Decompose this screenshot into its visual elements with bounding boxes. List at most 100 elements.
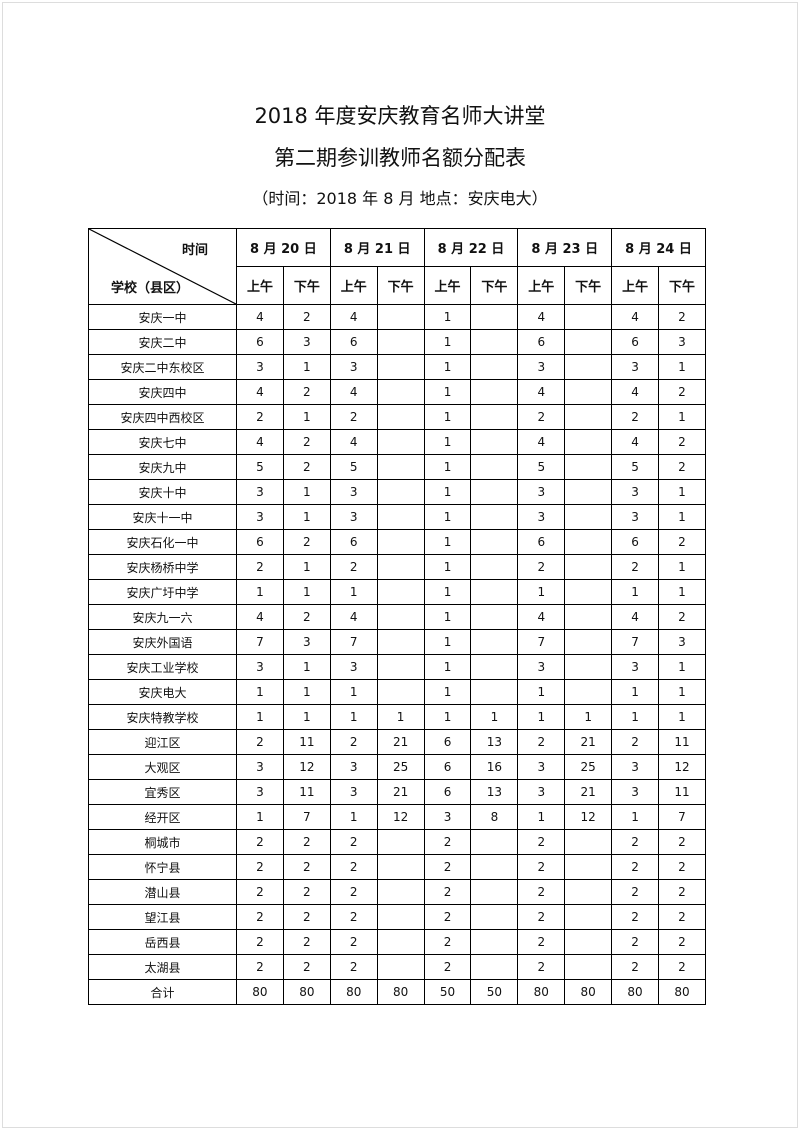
quota-cell: 6 [517,529,566,555]
quota-cell: 1 [658,404,706,430]
quota-cell: 1 [658,679,706,705]
quota-cell [564,829,613,855]
school-name: 安庆四中 [88,379,237,405]
quota-cell [470,604,519,630]
table-row: 岳西县 2 2 2 2 2 2 2 [88,929,706,955]
quota-cell: 1 [423,479,472,505]
quota-cell: 5 [236,454,284,480]
quota-cell: 2 [517,879,566,905]
quota-cell: 7 [517,629,566,655]
quota-cell: 2 [658,379,706,405]
quota-cell [470,929,519,955]
quota-cell [376,829,425,855]
quota-cell: 2 [517,829,566,855]
quota-cell: 6 [517,329,566,355]
quota-cell [470,479,519,505]
quota-cell: 2 [423,904,472,930]
quota-cell: 80 [376,979,425,1005]
quota-cell: 11 [658,779,706,805]
quota-cell: 4 [329,604,378,630]
quota-cell: 2 [658,429,706,455]
quota-cell: 2 [329,879,378,905]
quota-cell: 2 [517,404,566,430]
quota-cell: 1 [517,579,566,605]
quota-cell: 4 [611,429,660,455]
quota-cell: 1 [611,704,660,730]
quota-cell: 6 [423,754,472,780]
school-name: 经开区 [88,804,237,830]
quota-cell: 2 [611,729,660,755]
quota-cell [470,879,519,905]
quota-cell: 21 [564,729,613,755]
quota-cell: 1 [236,679,284,705]
quota-cell: 3 [329,479,378,505]
quota-cell: 3 [658,629,706,655]
quota-cell: 3 [611,779,660,805]
quota-cell: 13 [470,729,519,755]
quota-cell: 5 [517,454,566,480]
quota-cell: 1 [423,379,472,405]
school-name: 安庆九一六 [88,604,237,630]
quota-cell: 2 [611,554,660,580]
quota-cell: 3 [236,504,284,530]
quota-cell: 21 [564,779,613,805]
quota-cell: 1 [236,704,284,730]
quota-cell [376,554,425,580]
quota-cell: 2 [611,954,660,980]
quota-cell: 7 [611,629,660,655]
quota-cell: 50 [470,979,519,1005]
quota-cell [564,679,613,705]
quota-cell: 6 [611,529,660,555]
quota-cell: 80 [517,979,566,1005]
quota-cell: 2 [658,954,706,980]
quota-cell: 1 [423,454,472,480]
quota-cell [564,354,613,380]
table-row: 安庆杨桥中学 2 1 2 1 2 2 1 [88,554,706,580]
quota-cell: 4 [329,379,378,405]
school-name: 安庆七中 [88,429,237,455]
quota-cell: 7 [658,804,706,830]
school-name: 安庆九中 [88,454,237,480]
quota-cell: 1 [329,704,378,730]
quota-cell [564,504,613,530]
school-name: 迎江区 [88,729,237,755]
quota-cell: 1 [423,429,472,455]
quota-cell [376,454,425,480]
quota-cell: 3 [517,479,566,505]
quota-cell: 1 [236,804,284,830]
quota-cell [376,379,425,405]
quota-cell: 4 [517,604,566,630]
quota-cell: 2 [329,904,378,930]
school-name: 安庆十一中 [88,504,237,530]
quota-cell: 4 [611,304,660,330]
school-name: 安庆外国语 [88,629,237,655]
quota-cell [564,554,613,580]
quota-cell: 3 [611,654,660,680]
quota-cell [564,579,613,605]
quota-cell: 2 [329,729,378,755]
quota-cell: 2 [329,929,378,955]
quota-cell: 6 [423,779,472,805]
quota-cell: 2 [423,829,472,855]
quota-cell: 11 [658,729,706,755]
table-row: 安庆石化一中 6 2 6 1 6 6 2 [88,529,706,555]
quota-cell [470,654,519,680]
quota-cell: 2 [658,904,706,930]
quota-cell: 7 [329,629,378,655]
school-name: 安庆一中 [88,304,237,330]
quota-cell: 1 [282,479,331,505]
quota-cell [564,429,613,455]
quota-cell [470,579,519,605]
quota-cell [376,579,425,605]
quota-cell: 13 [470,779,519,805]
quota-cell: 4 [329,429,378,455]
quota-cell: 2 [236,954,284,980]
quota-cell: 2 [611,879,660,905]
quota-cell: 1 [423,404,472,430]
school-name: 合计 [88,979,237,1005]
quota-cell [470,554,519,580]
school-name: 安庆电大 [88,679,237,705]
quota-cell: 12 [376,804,425,830]
quota-cell: 3 [329,354,378,380]
